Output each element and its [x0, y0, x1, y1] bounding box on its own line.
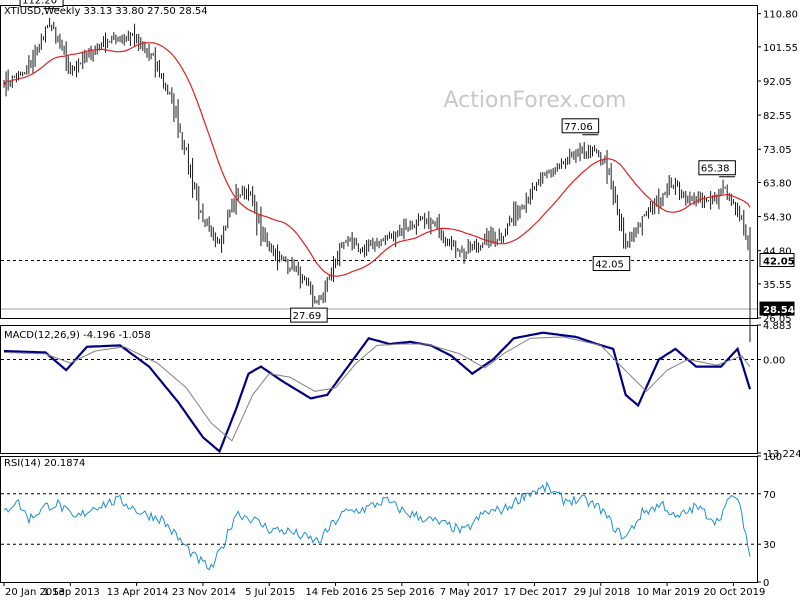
x-tick-label: 23 Nov 2014: [172, 587, 236, 598]
price-y-tick-label: 54.30: [763, 213, 792, 224]
macd-y-tick-label: 0.00: [763, 356, 785, 367]
price-axis-label-box: [759, 301, 795, 316]
x-tick-label: 20 Jan 2013: [5, 587, 65, 598]
rsi-panel-frame: [0, 456, 758, 583]
price-y-tick-label: 92.05: [763, 77, 792, 88]
watermark: ActionForex.com: [444, 88, 627, 113]
macd-title: MACD(12,26,9) -4.196 -1.058: [4, 330, 151, 341]
x-tick-label: 1 Sep 2013: [43, 587, 100, 598]
annotation-label: 112.20: [22, 0, 57, 7]
x-tick-label: 10 Mar 2019: [636, 587, 699, 598]
marks-layer: 112.20 27.69 77.06 42.05 65.38 42.05 28.54: [1, 0, 795, 571]
rsi-y-tick-label: 70: [763, 490, 776, 501]
x-tick-label: 20 Oct 2019: [704, 587, 766, 598]
annotation-box: [19, 0, 64, 8]
moving-average-line: [3, 42, 751, 277]
macd-series-macd: [3, 331, 752, 454]
price-axis-label-box: [759, 253, 795, 268]
annotation-label: 27.69: [293, 311, 322, 322]
annotation-box: [561, 118, 600, 134]
price-panel-frame: [0, 5, 758, 319]
rsi-y-tick-label: 0: [763, 578, 769, 589]
rsi-y-tick-label: 100: [763, 452, 782, 463]
price-y-tick-label: 73.05: [763, 145, 792, 156]
price-y-tick-label: 26.05: [763, 314, 792, 325]
macd-panel-frame: [0, 325, 758, 454]
rsi-y-tick-label: 30: [763, 540, 776, 551]
macd-y-tick-label: -13.224: [763, 449, 800, 460]
x-tick-label: 14 Feb 2016: [305, 587, 367, 598]
annotation-label: 42.05: [595, 260, 624, 271]
x-tick-label: 25 Sep 2016: [371, 587, 434, 598]
price-y-tick-label: 44.80: [763, 247, 792, 258]
price-y-tick-label: 110.80: [763, 10, 798, 21]
annotation-label: 65.38: [701, 164, 730, 175]
x-tick-label: 17 Dec 2017: [504, 587, 568, 598]
annotation-box: [290, 307, 328, 323]
price-y-tick-label: 82.55: [763, 111, 792, 122]
x-tick-label: 5 Jul 2015: [245, 587, 295, 598]
annotation-box: [698, 160, 736, 176]
x-tick-label: 29 Jul 2018: [573, 587, 630, 598]
annotation-box: [592, 256, 631, 272]
x-tick-label: 13 Apr 2014: [107, 587, 169, 598]
rsi-series-rsi: [3, 480, 751, 571]
rsi-title: RSI(14) 20.1874: [4, 458, 85, 469]
price-y-tick-label: 101.55: [763, 43, 798, 54]
axes-layer: 110.80 101.55 92.05 82.55 73.05 63.80 54.30 44.…: [0, 5, 800, 598]
macd-series-signal: [3, 336, 751, 442]
annotation-label: 77.06: [564, 122, 593, 133]
price-y-tick-label: 63.80: [763, 178, 792, 189]
price-axis-label: 42.05: [763, 257, 795, 268]
x-tick-label: 7 May 2017: [440, 587, 499, 598]
price-y-tick-label: 35.55: [763, 280, 792, 291]
price-axis-label: 28.54: [763, 305, 795, 316]
price-title: XTIUSD,Weekly 33.13 33.80 27.50 28.54: [4, 6, 208, 17]
macd-y-tick-label: 4.883: [763, 321, 792, 332]
